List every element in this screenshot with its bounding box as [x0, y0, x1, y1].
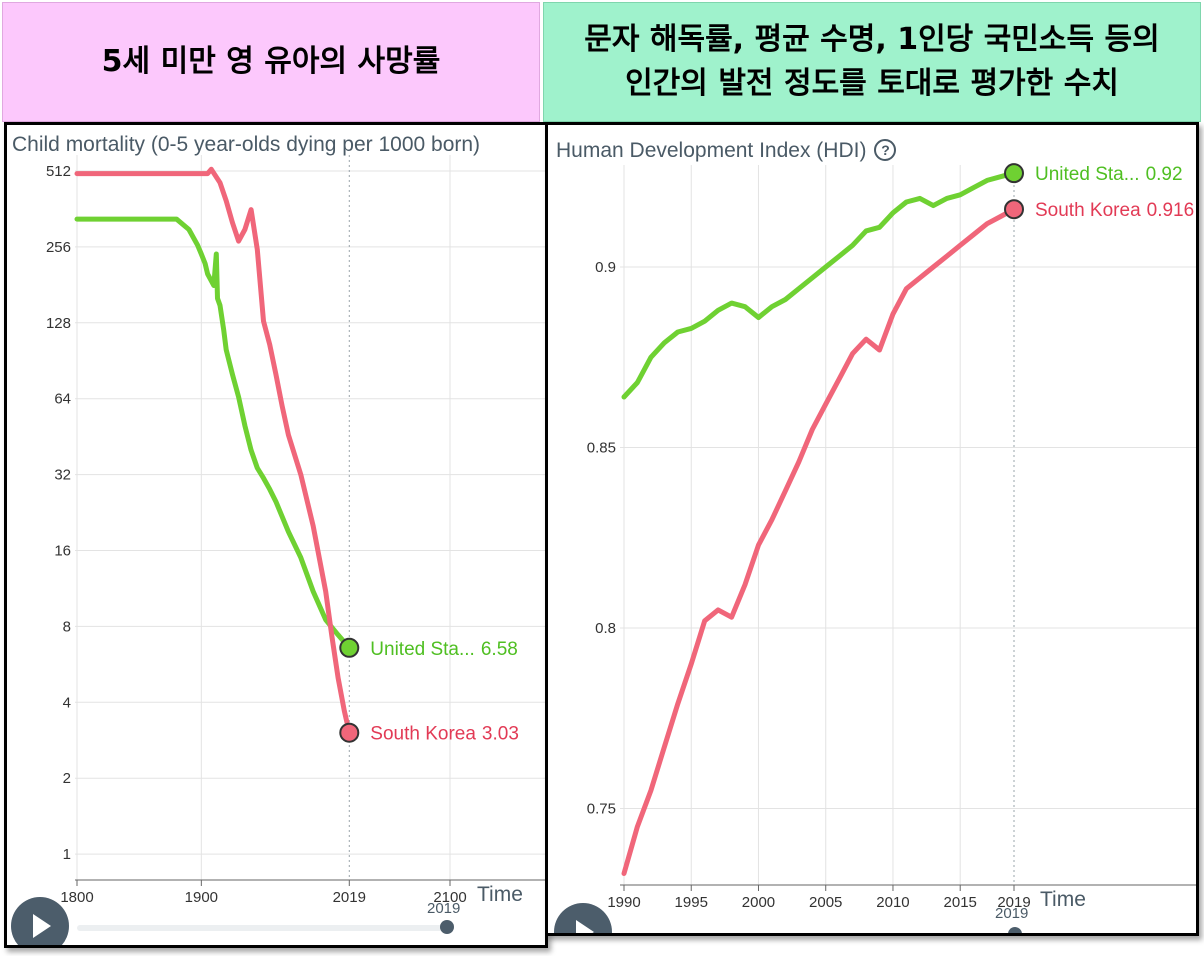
- hdi-chart: 0.9 0.85 0.8 0.75 1990 1995 2000 2005 2010 2015 20…: [587, 163, 1196, 911]
- y-tick-label: 1: [63, 846, 71, 863]
- banner-left-text: 5세 미만 영 유아의 사망률: [101, 44, 441, 79]
- x-tick-label: 2019: [997, 894, 1030, 911]
- banner-right-line1: 문자 해독률, 평균 수명, 1인당 국민소득 등의: [584, 22, 1160, 57]
- x-tick-label: 2005: [809, 894, 842, 911]
- x-axis-title: Time: [1040, 888, 1086, 911]
- y-tick-label: 16: [54, 543, 71, 560]
- series-value: 0.92: [1146, 164, 1183, 185]
- y-tick-label: 0.75: [587, 801, 616, 818]
- timeline-year-label: 2019: [995, 905, 1029, 922]
- banner-right: 문자 해독률, 평균 수명, 1인당 국민소득 등의 인간의 발전 정도를 토대…: [543, 2, 1201, 122]
- series-name: South Korea: [1035, 200, 1141, 221]
- banner-left: 5세 미만 영 유아의 사망률: [2, 2, 540, 122]
- y-tick-label: 32: [54, 467, 71, 484]
- timeline-year-label: 2019: [427, 900, 461, 917]
- x-tick-label: 2000: [742, 894, 775, 911]
- x-tick-label: 1800: [60, 889, 93, 906]
- y-tick-label: 2: [63, 770, 71, 787]
- series-line: [621, 206, 1017, 876]
- x-tick-label: 2100: [433, 889, 466, 906]
- chart-title-text[interactable]: Human Development Index (HDI): [556, 139, 867, 162]
- series-line: [74, 216, 352, 651]
- child-mortality-panel: 512 256 128 64 32 16 8 4 2 1 1800 1900 2019 2100 Time U…: [4, 122, 548, 948]
- x-tick-label: 2010: [876, 894, 909, 911]
- timeline-track[interactable]: [77, 925, 447, 931]
- chart-title: Human Development Index (HDI)?: [556, 139, 897, 163]
- x-tick-label: 2019: [333, 889, 366, 906]
- y-tick-label: 256: [46, 239, 71, 256]
- series-end-point: [339, 637, 360, 658]
- help-icon[interactable]: ?: [874, 139, 897, 161]
- x-axis-title: Time: [477, 883, 523, 906]
- x-tick-label: 1995: [675, 894, 708, 911]
- y-tick-label: 0.9: [595, 259, 616, 276]
- y-tick-label: 8: [63, 618, 71, 635]
- series-name: United Sta...: [370, 639, 475, 660]
- series-name: South Korea: [370, 724, 476, 745]
- series-line: [621, 170, 1017, 400]
- hdi-panel: 0.9 0.85 0.8 0.75 1990 1995 2000 2005 2010 2015 20…: [545, 122, 1199, 936]
- series-end-label: South Korea 0.916: [1035, 200, 1194, 221]
- series-end-label: United Sta... 0.92: [1035, 164, 1183, 185]
- play-button[interactable]: [11, 897, 69, 945]
- timeline-handle[interactable]: [1008, 927, 1022, 933]
- y-tick-label: 128: [46, 315, 71, 332]
- series-end-label: United Sta... 6.58: [370, 639, 518, 660]
- series-end-point: [1004, 163, 1024, 184]
- x-tick-label: 1900: [185, 889, 218, 906]
- y-tick-label: 0.8: [595, 620, 616, 637]
- x-tick-label: 2015: [944, 894, 977, 911]
- y-tick-label: 64: [54, 391, 71, 408]
- chart-title[interactable]: Child mortality (0-5 year-olds dying per…: [12, 133, 481, 156]
- x-tick-label: 1990: [607, 894, 640, 911]
- timeline-handle[interactable]: [440, 920, 454, 934]
- banner-right-line2: 인간의 발전 정도를 토대로 평가한 수치: [625, 66, 1119, 101]
- series-end-point: [1004, 199, 1024, 220]
- y-tick-label: 0.85: [587, 440, 616, 457]
- series-value: 6.58: [481, 639, 518, 660]
- series-line: [74, 166, 352, 736]
- series-end-label: South Korea 3.03: [370, 724, 519, 745]
- y-tick-label: 512: [46, 163, 71, 180]
- y-tick-label: 4: [63, 694, 71, 711]
- series-name: United Sta...: [1035, 164, 1140, 185]
- series-value: 3.03: [482, 724, 519, 745]
- series-end-point: [339, 722, 360, 743]
- series-value: 0.916: [1147, 200, 1195, 221]
- child-mortality-chart: 512 256 128 64 32 16 8 4 2 1 1800 1900 2019 2100 Time U…: [46, 155, 545, 906]
